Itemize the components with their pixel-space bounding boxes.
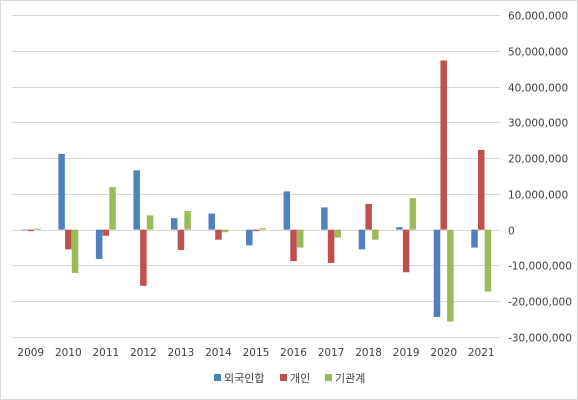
bar (102, 229, 110, 236)
bar (170, 218, 178, 230)
legend-swatch (325, 374, 332, 381)
bar (402, 229, 410, 273)
bar (471, 229, 478, 248)
y-tick-label: 40,000,000 (508, 83, 568, 95)
x-tick-label: 2010 (55, 347, 82, 359)
bar (358, 229, 366, 250)
x-tick-label: 2012 (130, 347, 157, 359)
legend-label: 개인 (290, 372, 310, 385)
y-tick-label: 50,000,000 (508, 47, 568, 59)
x-tick-label: 2018 (355, 347, 382, 359)
bar (184, 211, 191, 230)
legend-swatch (214, 374, 221, 381)
bar (208, 213, 216, 230)
bar (246, 229, 253, 246)
y-tick-label: -30,000,000 (508, 333, 572, 345)
y-tick-label: -10,000,000 (508, 261, 572, 273)
bar (252, 229, 260, 232)
bar (447, 229, 454, 322)
bar (34, 228, 41, 230)
bar (327, 229, 335, 263)
x-tick-label: 2019 (393, 347, 420, 359)
bar (58, 153, 65, 230)
bar (146, 215, 154, 230)
bar (109, 187, 116, 230)
bar (133, 170, 140, 230)
bar (283, 191, 291, 230)
bar (409, 198, 417, 230)
x-tick-label: 2016 (280, 347, 307, 359)
bar (221, 229, 229, 233)
bar (484, 229, 492, 292)
legend-label: 외국인합 (224, 372, 264, 385)
legend-swatch (280, 374, 287, 381)
bar (65, 229, 72, 250)
bar (27, 229, 35, 232)
legend-label: 기관계 (335, 372, 365, 385)
bar (20, 229, 28, 231)
bar (290, 229, 297, 262)
x-tick-label: 2015 (243, 347, 270, 359)
bar (215, 229, 222, 240)
y-tick-label: 60,000,000 (508, 11, 568, 23)
y-tick-label: 20,000,000 (508, 154, 568, 166)
bar (477, 149, 485, 230)
bar (177, 229, 185, 251)
x-tick-label: 2009 (17, 347, 44, 359)
bar (140, 229, 147, 286)
bar (259, 228, 266, 230)
bar (71, 229, 79, 273)
bar (433, 229, 441, 317)
y-tick-label: 0 (508, 226, 515, 238)
x-tick-label: 2013 (168, 347, 195, 359)
x-tick-label: 2021 (468, 347, 495, 359)
x-tick-label: 2020 (430, 347, 457, 359)
x-tick-label: 2014 (205, 347, 232, 359)
bar (95, 229, 103, 260)
bar (334, 229, 342, 238)
bar (396, 227, 403, 230)
bar (372, 229, 379, 240)
y-tick-label: -20,000,000 (508, 297, 572, 309)
bar (296, 229, 304, 248)
bar (321, 207, 328, 230)
x-tick-label: 2011 (92, 347, 119, 359)
y-tick-label: 30,000,000 (508, 118, 568, 130)
bar (365, 203, 372, 230)
y-tick-label: 10,000,000 (508, 190, 568, 202)
x-tick-label: 2017 (318, 347, 345, 359)
bar (440, 60, 447, 230)
